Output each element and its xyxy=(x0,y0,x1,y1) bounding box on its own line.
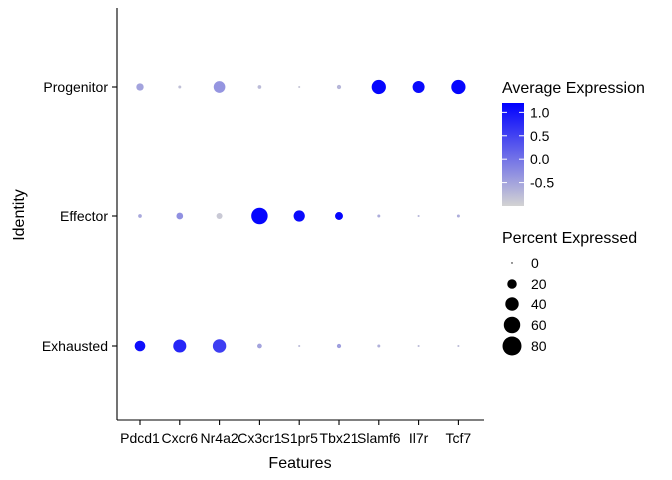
x-tick-label: Slamf6 xyxy=(357,430,401,446)
y-tick-label: Exhausted xyxy=(42,338,108,354)
dot-progenitor-tbx21 xyxy=(336,84,342,90)
dot-effector-s1pr5 xyxy=(293,210,305,222)
dot-effector-tbx21 xyxy=(335,212,343,220)
color-legend-gradient-bar xyxy=(502,103,524,206)
dot-effector-pdcd1 xyxy=(138,214,142,218)
dot-exhausted-slamf6 xyxy=(377,344,381,348)
dot-progenitor-pdcd1 xyxy=(136,83,144,91)
color-legend: Average Expression 1.0 0.5 0.0 -0.5 xyxy=(502,80,645,206)
x-tick-label: Tcf7 xyxy=(446,430,472,446)
y-axis-title: Identity xyxy=(11,189,28,241)
dot-progenitor-slamf6 xyxy=(371,79,386,95)
dot-progenitor-il7r xyxy=(412,80,425,94)
size-legend-dot xyxy=(507,279,517,289)
color-legend-title: Average Expression xyxy=(502,80,645,97)
color-legend-label: -0.5 xyxy=(530,175,554,191)
dot-progenitor-nr4a2 xyxy=(213,81,226,93)
size-legend-title: Percent Expressed xyxy=(502,230,637,247)
x-tick-label: Il7r xyxy=(409,430,429,446)
x-tick-label: S1pr5 xyxy=(281,430,319,446)
dot-exhausted-cx3cr1 xyxy=(257,343,262,349)
dot-exhausted-cxcr6 xyxy=(173,339,187,353)
size-legend-label: 0 xyxy=(531,255,539,271)
x-axis-title: Features xyxy=(268,455,331,472)
dot-effector-il7r xyxy=(417,214,420,218)
size-legend-dot xyxy=(511,262,513,264)
dot-progenitor-tcf7 xyxy=(451,79,466,95)
axes xyxy=(116,8,484,421)
dot-progenitor-s1pr5 xyxy=(298,85,301,89)
color-legend-label: 1.0 xyxy=(530,104,550,120)
size-legend-dot xyxy=(502,336,522,356)
dot-effector-slamf6 xyxy=(377,214,381,218)
x-tick-label: Tbx21 xyxy=(320,430,359,446)
size-legend-label: 20 xyxy=(531,276,547,292)
x-tick-label: Cx3cr1 xyxy=(237,430,282,446)
x-tick-label: Nr4a2 xyxy=(201,430,239,446)
dot-exhausted-s1pr5 xyxy=(298,344,301,348)
dot-exhausted-tcf7 xyxy=(457,344,460,348)
color-legend-label: 0.5 xyxy=(530,128,550,144)
dot-exhausted-tbx21 xyxy=(336,343,342,349)
dot-progenitor-cxcr6 xyxy=(178,85,182,89)
dot-exhausted-il7r xyxy=(417,344,420,348)
dot-progenitor-cx3cr1 xyxy=(257,85,262,89)
dots xyxy=(134,79,466,353)
color-legend-label: 0.0 xyxy=(530,151,550,167)
y-axis-ticks: Exhausted Effector Progenitor xyxy=(42,79,117,354)
dot-effector-cxcr6 xyxy=(176,212,184,220)
size-legend-dot xyxy=(505,297,519,311)
size-legend-label: 60 xyxy=(531,317,547,333)
size-legend-items: 0 20 40 60 80 xyxy=(502,255,547,356)
dot-effector-tcf7 xyxy=(456,214,460,218)
x-tick-label: Pdcd1 xyxy=(120,430,160,446)
y-tick-label: Effector xyxy=(60,208,108,224)
dot-exhausted-pdcd1 xyxy=(134,340,146,352)
x-tick-label: Cxcr6 xyxy=(162,430,199,446)
y-tick-label: Progenitor xyxy=(43,79,108,95)
size-legend: Percent Expressed 0 20 40 60 80 xyxy=(502,230,637,356)
color-legend-ticks: 1.0 0.5 0.0 -0.5 xyxy=(502,104,554,191)
size-legend-dot xyxy=(503,316,521,334)
size-legend-label: 80 xyxy=(531,338,547,354)
dot-exhausted-nr4a2 xyxy=(212,339,227,353)
dot-effector-nr4a2 xyxy=(216,212,223,220)
size-legend-label: 40 xyxy=(531,296,547,312)
dot-effector-cx3cr1 xyxy=(251,207,268,225)
